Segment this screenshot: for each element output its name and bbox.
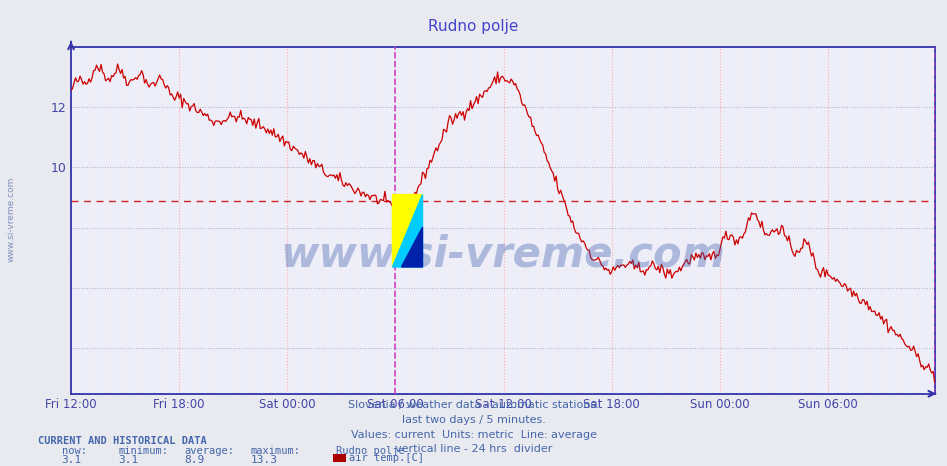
Text: 3.1: 3.1 xyxy=(62,455,81,465)
Text: www.si-vreme.com: www.si-vreme.com xyxy=(7,176,16,262)
Text: last two days / 5 minutes.: last two days / 5 minutes. xyxy=(402,415,545,425)
Text: maximum:: maximum: xyxy=(251,446,301,456)
Text: 8.9: 8.9 xyxy=(185,455,205,465)
Polygon shape xyxy=(392,194,422,267)
Text: CURRENT AND HISTORICAL DATA: CURRENT AND HISTORICAL DATA xyxy=(38,436,206,445)
Text: minimum:: minimum: xyxy=(118,446,169,456)
Text: Rudno polje: Rudno polje xyxy=(336,446,405,456)
Text: vertical line - 24 hrs  divider: vertical line - 24 hrs divider xyxy=(395,445,552,454)
Polygon shape xyxy=(392,194,422,267)
Text: www.si-vreme.com: www.si-vreme.com xyxy=(280,234,725,276)
Text: air temp.[C]: air temp.[C] xyxy=(349,453,424,463)
Text: 13.3: 13.3 xyxy=(251,455,278,465)
Text: now:: now: xyxy=(62,446,86,456)
Polygon shape xyxy=(402,227,422,267)
Text: average:: average: xyxy=(185,446,235,456)
Text: Rudno polje: Rudno polje xyxy=(428,19,519,34)
Text: 3.1: 3.1 xyxy=(118,455,138,465)
Text: Slovenia / weather data - automatic stations.: Slovenia / weather data - automatic stat… xyxy=(348,400,599,410)
Text: Values: current  Units: metric  Line: average: Values: current Units: metric Line: aver… xyxy=(350,430,597,439)
